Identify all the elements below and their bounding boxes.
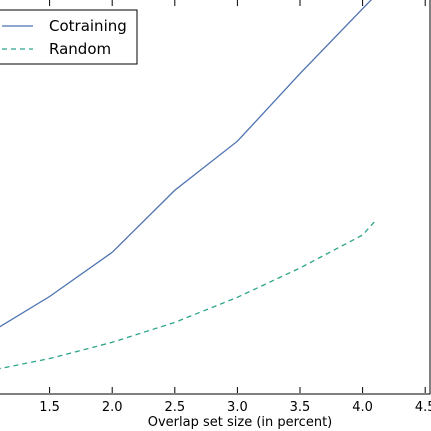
x-ticks: 1.5 2.0 2.5 3.0 3.5 4.0 4.5 — [39, 0, 431, 415]
x-tick-label: 3.5 — [290, 400, 311, 415]
x-tick-label: 4.0 — [352, 400, 373, 415]
series-layer — [0, 0, 376, 370]
x-tick-label: 1.5 — [39, 400, 60, 415]
legend-box — [0, 9, 138, 65]
axes-frame — [0, 0, 431, 395]
series-line-random — [0, 220, 376, 370]
x-tick-label: 2.5 — [164, 400, 185, 415]
legend: Cotraining Random — [0, 9, 138, 65]
series-line-cotraining — [0, 0, 373, 328]
x-tick-label: 4.5 — [415, 400, 431, 415]
legend-label-cotraining: Cotraining — [49, 17, 127, 35]
x-tick-label: 3.0 — [227, 400, 248, 415]
legend-label-random: Random — [49, 40, 111, 58]
x-tick-label: 2.0 — [102, 400, 123, 415]
x-axis-label: Overlap set size (in percent) — [148, 415, 333, 430]
